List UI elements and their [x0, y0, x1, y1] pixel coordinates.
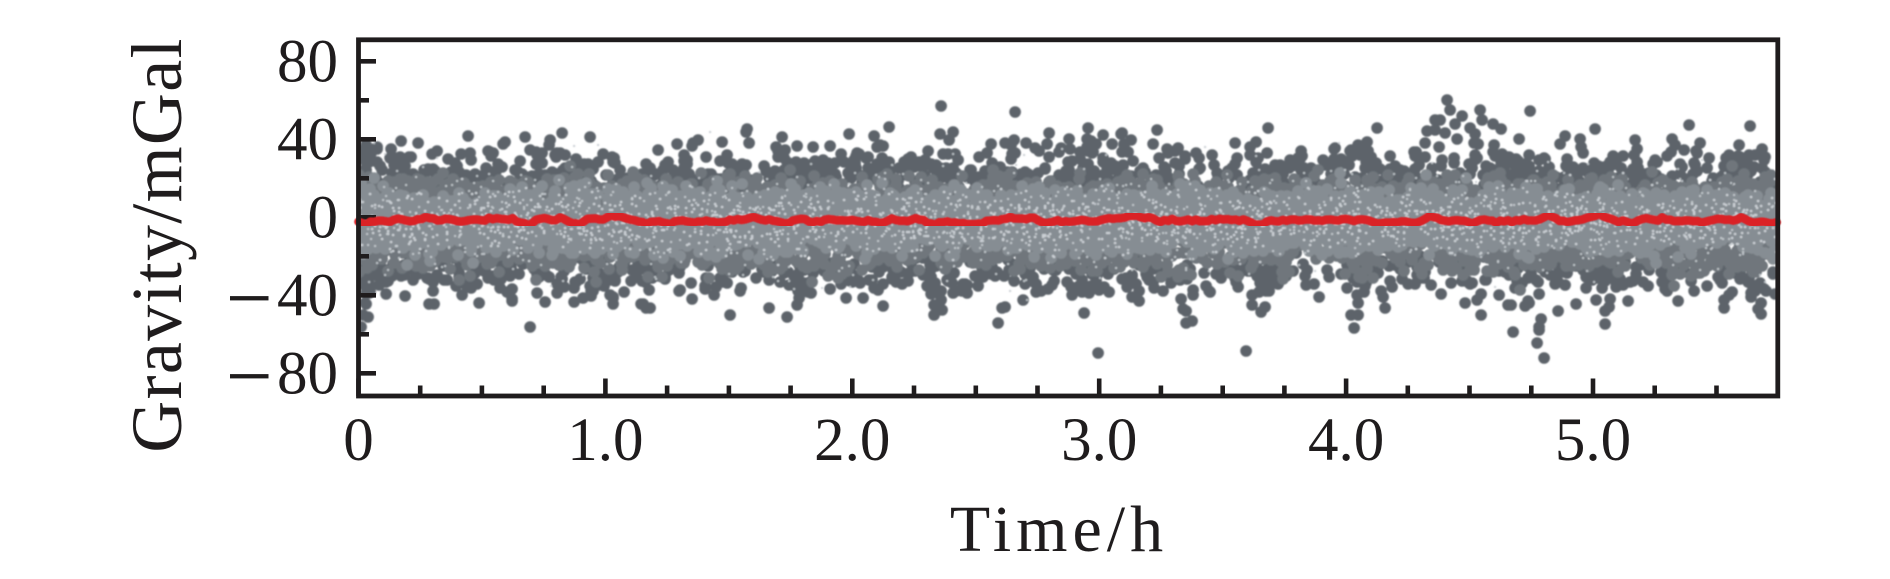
- svg-text:80: 80: [277, 28, 338, 95]
- svg-text:40: 40: [277, 262, 338, 329]
- svg-text:Gravity/mGal: Gravity/mGal: [117, 37, 197, 453]
- svg-text:2.0: 2.0: [814, 407, 890, 474]
- svg-text:0: 0: [343, 407, 374, 474]
- svg-text:0: 0: [308, 184, 339, 251]
- svg-text:4.0: 4.0: [1308, 407, 1384, 474]
- svg-text:5.0: 5.0: [1555, 407, 1631, 474]
- svg-text:1.0: 1.0: [567, 407, 643, 474]
- svg-text:40: 40: [277, 106, 338, 173]
- svg-text:Time/h: Time/h: [950, 493, 1168, 566]
- svg-text:3.0: 3.0: [1061, 407, 1137, 474]
- svg-text:80: 80: [277, 340, 338, 407]
